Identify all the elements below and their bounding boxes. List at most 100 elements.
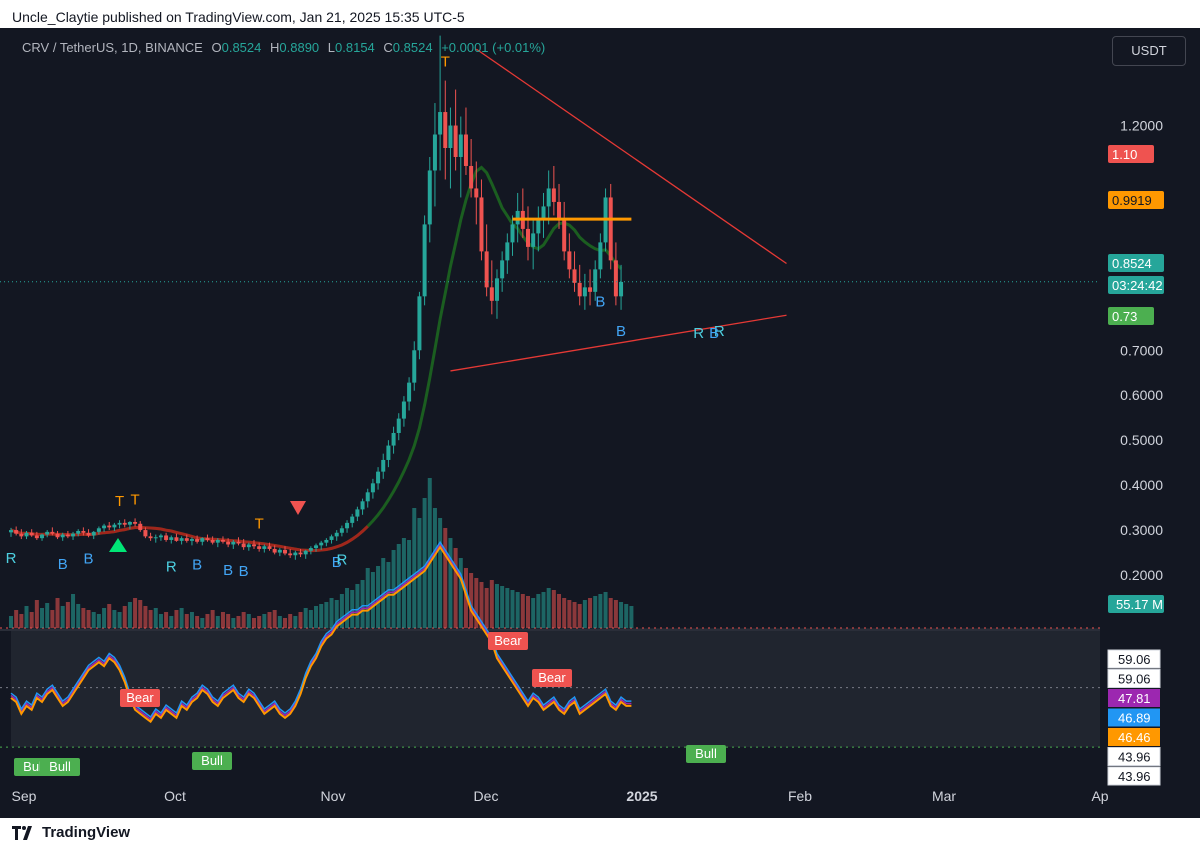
candle [55, 530, 60, 540]
candles [9, 35, 624, 560]
candle-body [350, 516, 355, 523]
candle-body [432, 134, 437, 171]
candle-body [329, 536, 334, 540]
volume-bar [510, 590, 515, 628]
price-tick: 0.7000 [1120, 342, 1163, 358]
candle-body [443, 112, 448, 148]
candle [76, 529, 81, 537]
candle-body [179, 538, 184, 541]
candle [91, 530, 96, 540]
time-tick: Dec [474, 788, 499, 804]
open-value: 0.8524 [221, 40, 262, 55]
candle [546, 170, 551, 225]
signal-marker: R [166, 559, 177, 576]
candle [391, 426, 396, 454]
candle [334, 530, 339, 541]
signal-marker: R [336, 551, 347, 568]
volume-bar [598, 594, 603, 628]
volume-bar [91, 612, 96, 628]
candle-body [164, 535, 169, 540]
tradingview-logo[interactable]: TradingView [12, 824, 130, 841]
rsi-label-bg [1107, 649, 1161, 669]
candle [458, 116, 463, 198]
volume-bar [205, 614, 210, 628]
candle-body [339, 528, 344, 533]
candle [370, 478, 375, 499]
volume-bar [60, 606, 65, 628]
rsi-line-purple [10, 543, 632, 721]
volume-bar [324, 602, 329, 628]
candle [443, 80, 448, 180]
volume-bar [14, 610, 19, 628]
candle-body [417, 296, 422, 351]
currency-button[interactable]: USDT [1112, 36, 1186, 66]
volume-bar [210, 610, 215, 628]
signal-marker: B [239, 563, 249, 580]
candle-body [215, 539, 220, 543]
price-label-bg [1108, 307, 1154, 325]
candle [189, 537, 194, 546]
candle [479, 179, 484, 261]
volume-bar [608, 598, 613, 628]
candle-body [262, 546, 267, 549]
candle-body [407, 382, 412, 402]
volume-bar [603, 592, 608, 628]
label-text: Bear [126, 690, 154, 705]
candle-body [381, 459, 386, 472]
candle [158, 533, 163, 541]
time-tick: Ap [1091, 788, 1108, 804]
candle [246, 542, 251, 551]
candle-body [143, 530, 148, 537]
rsi-label-text: 59.06 [1118, 652, 1151, 667]
candle-body [613, 260, 618, 297]
volume-bar [329, 598, 334, 628]
volume-bar [153, 608, 158, 628]
label-text: Bear [538, 670, 566, 685]
candle-body [9, 530, 13, 533]
candle [133, 518, 138, 527]
candle-body [370, 483, 375, 493]
candle-body [324, 539, 329, 543]
candle-body [293, 552, 298, 556]
candle-body [71, 533, 76, 537]
volume-bar [448, 538, 453, 628]
candle-body [122, 522, 127, 525]
candle [117, 520, 122, 529]
candle [169, 535, 174, 544]
candle [153, 534, 158, 543]
candle [562, 201, 567, 261]
price-label: 0.8524 [1108, 254, 1164, 272]
candle-body [458, 134, 463, 157]
candle [29, 529, 34, 537]
volume-bar [102, 608, 107, 628]
candle-body [474, 188, 479, 198]
volume-bar [551, 590, 556, 628]
candle [251, 539, 256, 549]
moving-average-line [10, 165, 623, 553]
buy-triangle-icon [109, 538, 127, 552]
rsi-label-bg [1107, 747, 1161, 766]
signal-marker: R [714, 323, 725, 340]
candle-body [438, 112, 443, 135]
candle-body [14, 530, 19, 534]
chart-panel[interactable]: R B B T T R B B B T B R T B B R R B Bull Bull Bear Bull Bear Be… [0, 28, 1200, 818]
volume-bar [164, 612, 169, 628]
signal-marker: B [616, 323, 626, 340]
candle [593, 260, 598, 301]
volume-bar [71, 594, 76, 628]
label-text: Bear [494, 633, 522, 648]
price-label-bg [1108, 145, 1154, 163]
candle [386, 440, 391, 468]
candle-body [288, 553, 293, 556]
candle [143, 527, 148, 539]
candle-body [153, 537, 158, 539]
volume-bar [546, 588, 551, 628]
volume-bar [314, 606, 319, 628]
candle-body [345, 522, 350, 529]
price-tick: 1.2000 [1120, 118, 1163, 134]
candle-body [226, 541, 231, 545]
candle-body [29, 532, 34, 536]
volume-bar [541, 592, 546, 628]
close-value: 0.8524 [392, 40, 433, 55]
